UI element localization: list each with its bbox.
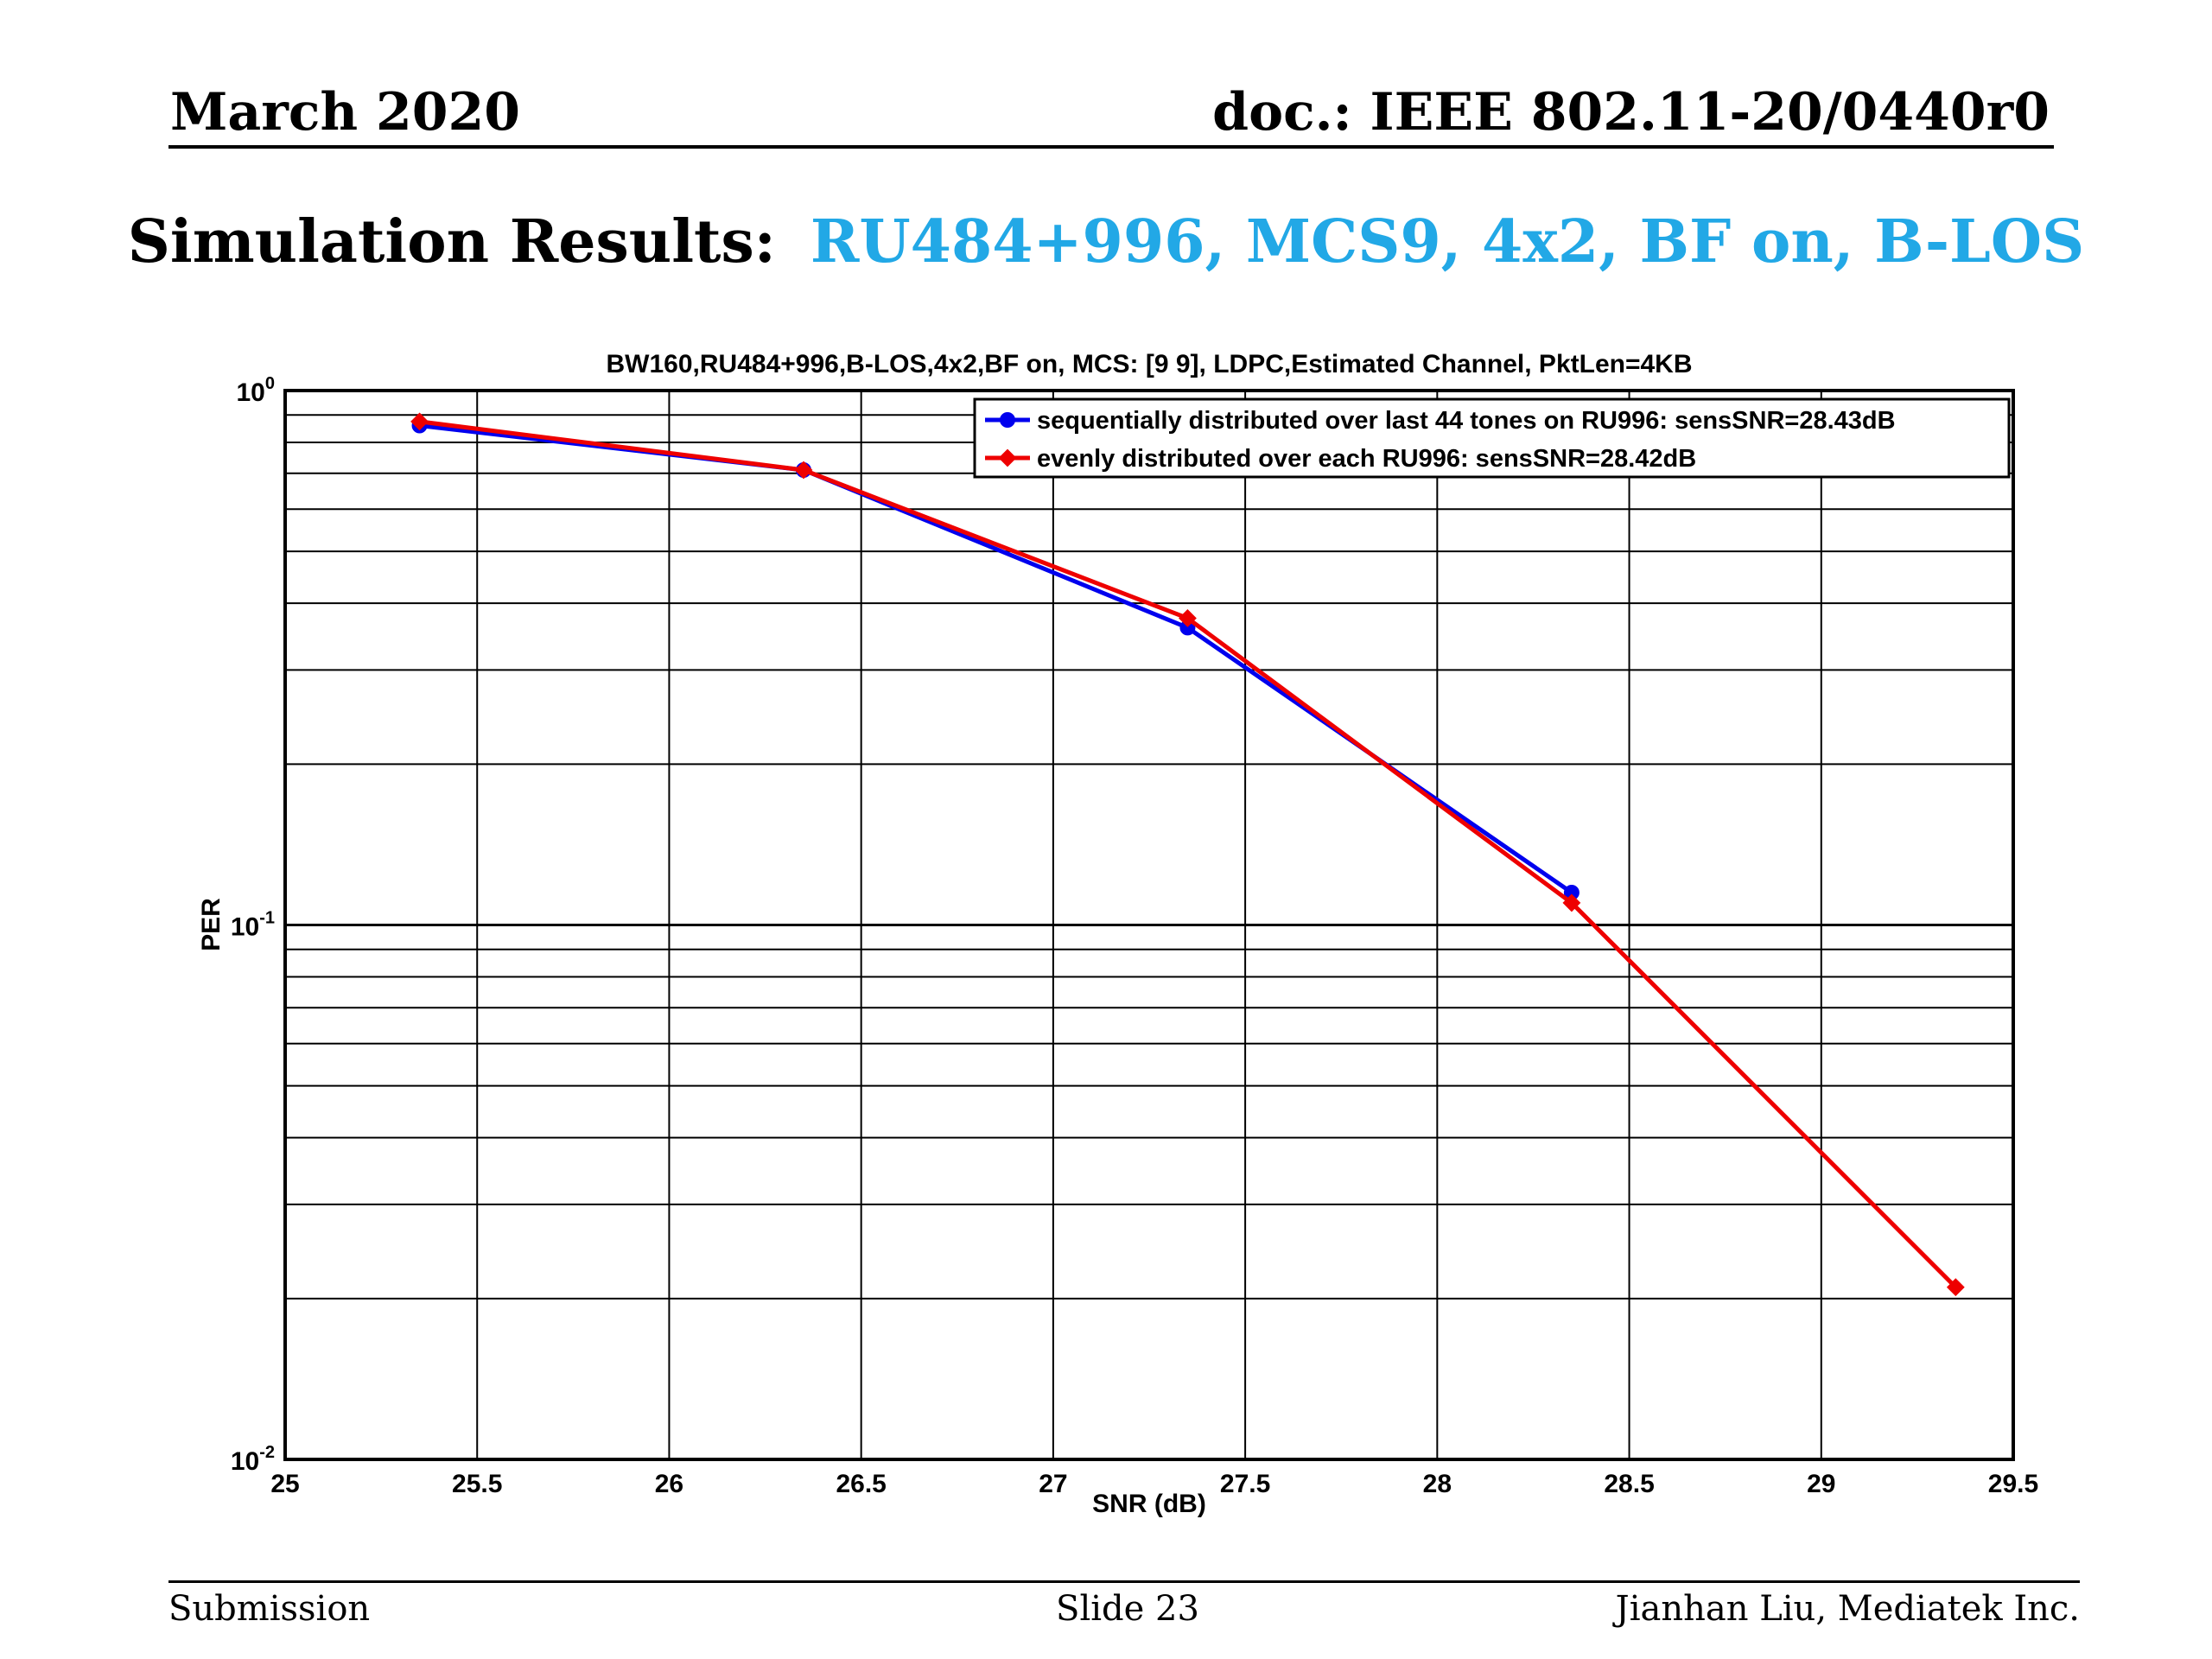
chart-title: BW160,RU484+996,B-LOS,4x2,BF on, MCS: [9… — [607, 350, 1693, 378]
footer-slide-number: Slide 23 — [1056, 1589, 1199, 1629]
footer-divider — [168, 1580, 2080, 1583]
header-divider — [168, 145, 2054, 149]
series-point — [1179, 609, 1197, 627]
x-tick-label: 28 — [1423, 1470, 1452, 1498]
legend-label: evenly distributed over each RU996: sens… — [1037, 445, 1696, 473]
x-tick-label: 25.5 — [452, 1470, 502, 1498]
y-axis-label: PER — [197, 898, 226, 951]
series-point — [410, 412, 429, 431]
series-2 — [410, 412, 1965, 1297]
legend-label: sequentially distributed over last 44 to… — [1037, 407, 1896, 435]
series-layer — [410, 412, 1965, 1297]
x-tick-labels: 25 25.5 26 26.5 27 27.5 28 28.5 29 29.5 — [270, 1470, 2038, 1498]
series-point — [1000, 412, 1015, 428]
x-tick-label: 26.5 — [836, 1470, 886, 1498]
slide-title: Simulation Results: RU484+996, MCS9, 4x2,… — [0, 213, 2212, 271]
y-tick-label: 10-2 — [231, 1443, 275, 1476]
x-tick-label: 29 — [1807, 1470, 1835, 1498]
x-tick-label: 28.5 — [1604, 1470, 1654, 1498]
grid-lines — [285, 391, 2013, 1459]
series-point — [998, 448, 1017, 467]
footer-author: Jianhan Liu, Mediatek Inc. — [1615, 1589, 2080, 1629]
x-tick-label: 29.5 — [1988, 1470, 2038, 1498]
x-tick-label: 25 — [270, 1470, 299, 1498]
header-date: March 2020 — [170, 82, 520, 143]
y-tick-labels: 100 10-1 10-2 — [231, 374, 275, 1476]
legend: sequentially distributed over last 44 to… — [973, 397, 2011, 479]
series-point — [1562, 893, 1581, 912]
x-tick-label: 27 — [1039, 1470, 1067, 1498]
legend-box — [973, 397, 2011, 479]
slide-title-lead: Simulation Results: — [127, 207, 776, 276]
slide-title-accent: RU484+996, MCS9, 4x2, BF on, B-LOS — [810, 207, 2085, 276]
x-axis-label: SNR (dB) — [1092, 1490, 1206, 1518]
y-tick-label: 100 — [237, 374, 276, 407]
footer-submission: Submission — [168, 1589, 371, 1629]
plot-frame — [283, 389, 2015, 1461]
header-doc-id: doc.: IEEE 802.11-20/0440r0 — [1212, 82, 2050, 143]
per-vs-snr-chart: BW160,RU484+996,B-LOS,4x2,BF on, MCS: [9… — [197, 350, 2038, 1518]
series-point — [794, 461, 813, 480]
series-point — [1946, 1278, 1965, 1297]
x-tick-label: 26 — [655, 1470, 683, 1498]
x-tick-label: 27.5 — [1220, 1470, 1270, 1498]
y-tick-label: 10-1 — [231, 909, 275, 942]
